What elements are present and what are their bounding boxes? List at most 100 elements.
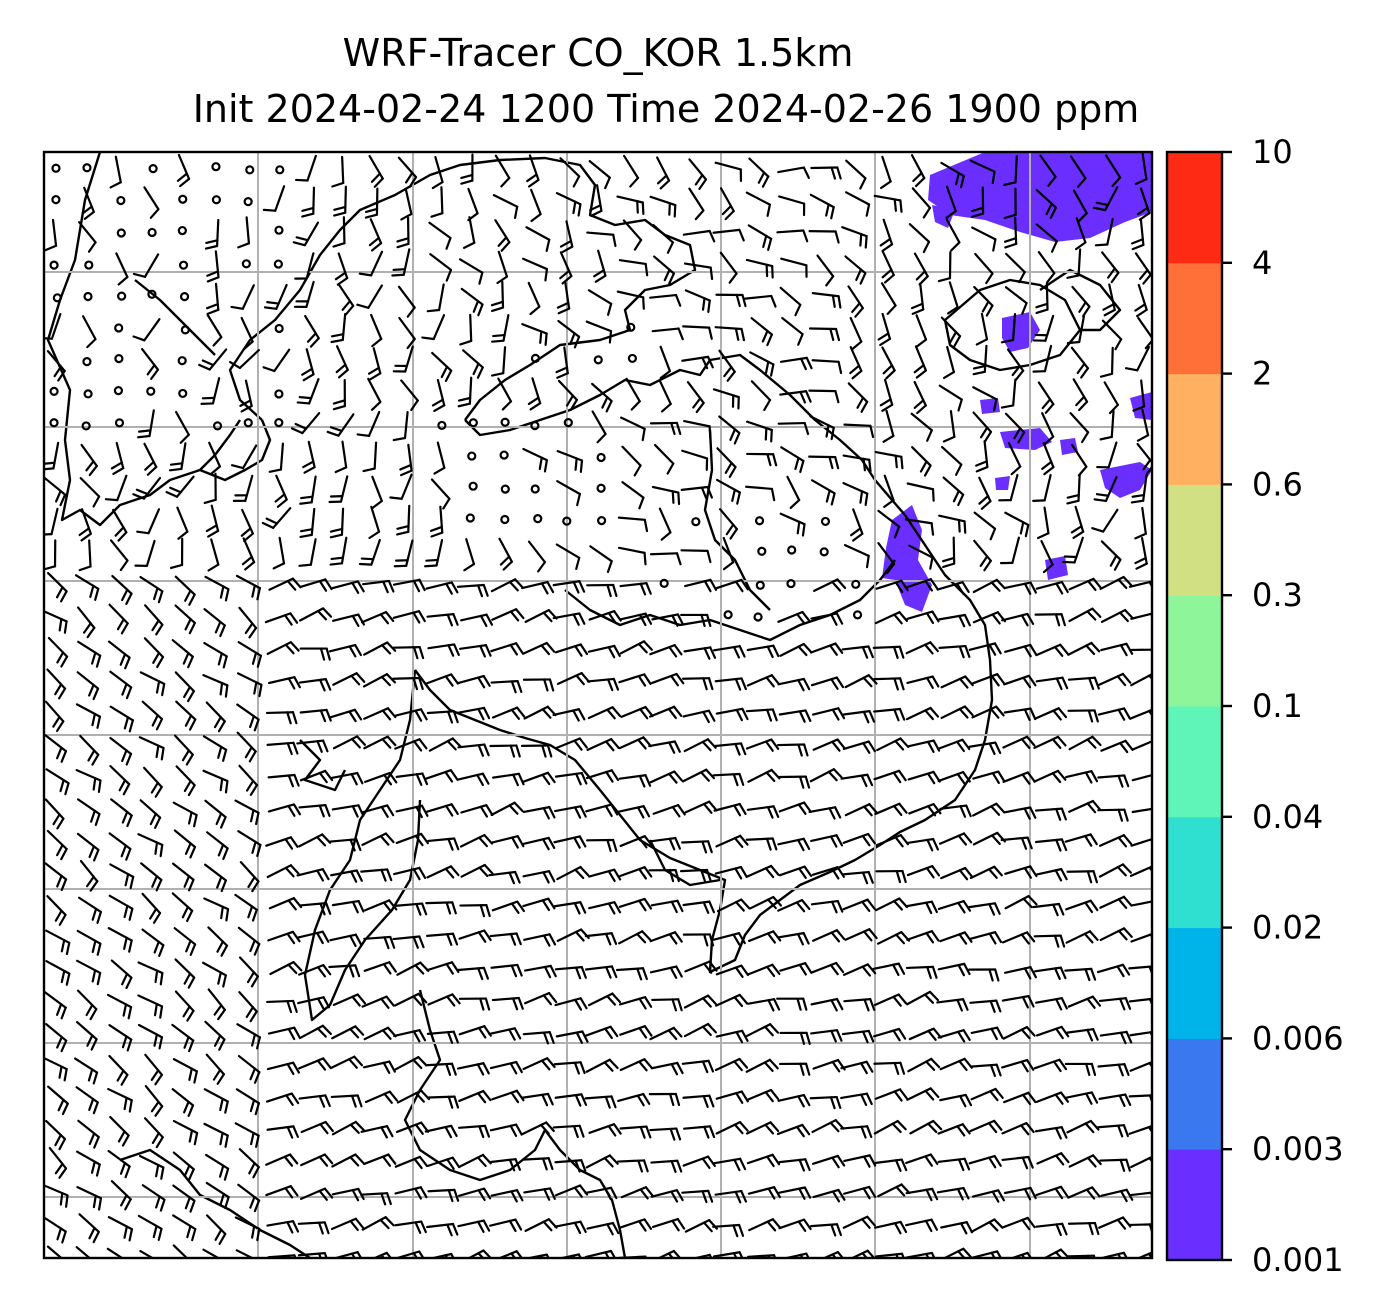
wind-barb [942,345,955,380]
colorbar-tick-label: 0.006 [1252,1019,1344,1057]
wind-barb [712,645,746,659]
wind-barb [877,542,896,575]
wind-barb [1036,1152,1070,1166]
wind-barb [457,1124,491,1139]
wind-barb [972,578,1006,594]
wind-barb [427,993,461,1007]
wind-barb [623,154,640,188]
wind-barb [1004,511,1030,538]
wind-barb [202,735,228,762]
wind-barb [1097,808,1129,822]
calm-wind-marker [500,514,510,525]
wind-barb [298,607,333,622]
wind-barb [426,932,459,946]
calm-wind-marker [83,389,93,399]
wind-barb [137,1023,164,1050]
wind-barb [238,606,258,639]
wind-barb [618,930,652,945]
wind-barb [497,377,513,411]
wind-barb [204,575,230,602]
wind-barb [239,379,253,413]
wind-barb [652,224,675,254]
wind-barb [620,1186,655,1200]
wind-barb [104,474,128,502]
wind-barb [712,772,745,787]
wind-barb [392,578,426,593]
wind-barb [1096,1124,1129,1138]
wind-barb [1134,252,1152,285]
wind-barb [494,219,511,252]
wind-barb [1068,607,1102,623]
wind-barb [745,191,771,217]
wind-barb [587,706,622,720]
wind-barb [456,966,490,981]
wind-barb [490,963,523,978]
wind-barb [1035,282,1049,315]
wind-barb [905,578,939,592]
wind-barb [1071,285,1091,318]
wind-barb [299,475,317,505]
wind-barb [335,345,349,379]
wind-barb [490,346,507,377]
wind-barb [302,440,316,474]
calm-wind-marker [596,515,607,526]
wind-barb [1064,967,1097,982]
wind-barb [362,1060,396,1074]
calm-wind-marker [596,483,606,493]
colorbar-tick-label: 0.3 [1252,576,1303,614]
wind-barb [1064,833,1098,847]
wind-barb [431,378,446,413]
wind-barb [843,544,870,569]
wind-barb [841,226,868,249]
wind-barb [296,868,330,882]
wind-barb [1002,1216,1036,1231]
wind-barb [778,801,812,815]
wind-barb [971,1189,1006,1203]
wind-barb [681,840,713,854]
wind-barb [1131,217,1145,251]
wind-barb [1136,408,1150,442]
wind-barb [460,287,484,317]
wind-barb [207,538,220,572]
wind-barb [1105,154,1122,188]
wind-barb [489,1123,523,1137]
wind-barb [808,389,840,404]
wind-barb [1067,1186,1101,1200]
wind-barb [141,347,160,380]
wind-barb [172,1058,198,1084]
wind-barb [1103,381,1119,415]
wind-barb [618,673,652,687]
calm-wind-marker [691,517,701,527]
wind-barb [332,993,367,1007]
wind-barb [1098,863,1132,878]
wind-barb [616,195,645,216]
wind-barb [1100,1188,1134,1203]
wind-barb [459,833,494,848]
wind-barb [746,864,780,879]
wind-barb [1003,674,1037,689]
wind-barb [266,741,299,756]
wind-barb [460,153,474,185]
wind-barb [1067,641,1101,656]
wind-barb [207,988,226,1021]
wind-barb [844,255,867,285]
wind-barb [1066,870,1098,884]
calm-wind-marker [147,227,157,238]
wind-barb [522,771,556,786]
wind-barb [877,312,892,347]
calm-wind-marker [787,545,797,555]
wind-barb [746,452,778,467]
wind-barb [907,1057,941,1073]
wind-barb [940,866,974,881]
wind-barb [237,1054,261,1084]
wind-barb [462,216,476,250]
wind-barb [777,743,809,757]
wind-barb [554,966,587,980]
wind-barb [330,869,363,883]
wind-barb [649,931,683,945]
calm-wind-marker [178,194,188,204]
wind-barb [298,538,317,567]
wind-barb [552,708,586,722]
wind-barb [715,1121,749,1135]
wind-barb [844,803,878,817]
